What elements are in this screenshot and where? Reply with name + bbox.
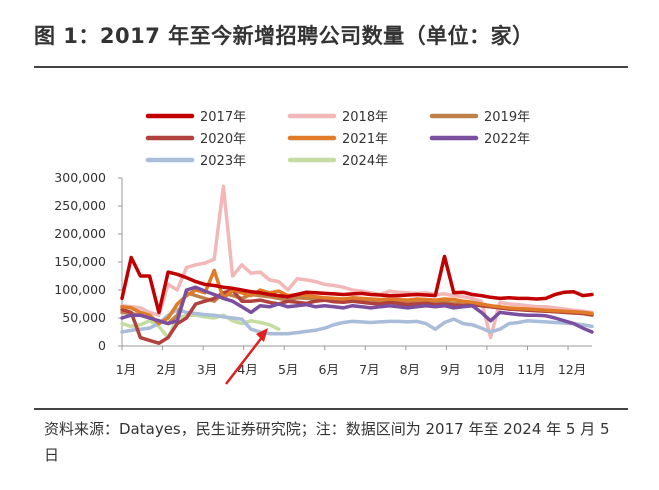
- legend-label: 2018年: [342, 110, 388, 125]
- x-tick-label: 6月: [319, 362, 339, 377]
- source-note: 资料来源：Datayes，民生证券研究院；注：数据区间为 2017 年至 202…: [44, 420, 610, 464]
- x-tick-label: 9月: [440, 362, 460, 377]
- figure-title: 图 1：2017 年至今新增招聘公司数量（单位：家）: [34, 24, 534, 48]
- legend-item: 2024年: [287, 154, 388, 169]
- y-tick-label: 150,000: [54, 254, 106, 269]
- y-tick-label: 300,000: [54, 170, 106, 185]
- legend-label: 2019年: [484, 110, 530, 125]
- legend: 2017年 2018年 2019年 2020年 2021年 2022年 2023年 2024年: [145, 110, 530, 169]
- x-tick-label: 7月: [359, 362, 379, 377]
- legend-item: 2021年: [287, 132, 388, 147]
- line-chart: 2017年 2018年 2019年 2020年 2021年 2022年 2023年 2024年…: [54, 110, 594, 385]
- x-tick-label: 3月: [197, 362, 217, 377]
- legend-item: 2023年: [145, 154, 246, 169]
- legend-label: 2022年: [484, 132, 530, 147]
- series-line-2022年: [120, 285, 594, 334]
- legend-item: 2020年: [145, 132, 246, 147]
- legend-item: 2018年: [287, 110, 388, 125]
- y-tick-label: 200,000: [54, 226, 106, 241]
- top-divider: [34, 66, 628, 68]
- series-line-2024年: [120, 313, 281, 340]
- x-tick-label: 10月: [477, 362, 505, 377]
- legend-label: 2017年: [200, 110, 246, 125]
- x-tick-label: 4月: [237, 362, 257, 377]
- x-tick-label: 2月: [156, 362, 176, 377]
- annotation-arrow-head: [256, 328, 268, 342]
- legend-label: 2021年: [342, 132, 388, 147]
- x-tick-label: 12月: [558, 362, 586, 377]
- legend-label: 2020年: [200, 132, 246, 147]
- series-line-2017年: [120, 254, 594, 315]
- y-tick-label: 100,000: [54, 282, 106, 297]
- legend-item: 2019年: [429, 110, 530, 125]
- y-tick-label: 50,000: [62, 310, 106, 325]
- bottom-divider: [34, 408, 628, 410]
- x-tick-label: 11月: [517, 362, 545, 377]
- legend-label: 2024年: [342, 154, 388, 169]
- legend-item: 2017年: [145, 110, 246, 125]
- series-line-2023年: [120, 307, 594, 336]
- series-line-2021年: [120, 268, 594, 326]
- series-line-2018年: [120, 184, 594, 340]
- x-tick-label: 8月: [400, 362, 420, 377]
- axes: 0 50,000 100,000 150,000 200,000 250,000 300,0…: [54, 170, 592, 377]
- x-tick-label: 1月: [116, 362, 136, 377]
- y-tick-label: 0: [98, 338, 106, 353]
- annotation-arrow-shaft: [225, 335, 264, 385]
- series-lines: [120, 184, 594, 345]
- y-tick-label: 250,000: [54, 198, 106, 213]
- x-tick-label: 5月: [278, 362, 298, 377]
- annotations: [225, 328, 268, 385]
- legend-item: 2022年: [429, 132, 530, 147]
- legend-label: 2023年: [200, 154, 246, 169]
